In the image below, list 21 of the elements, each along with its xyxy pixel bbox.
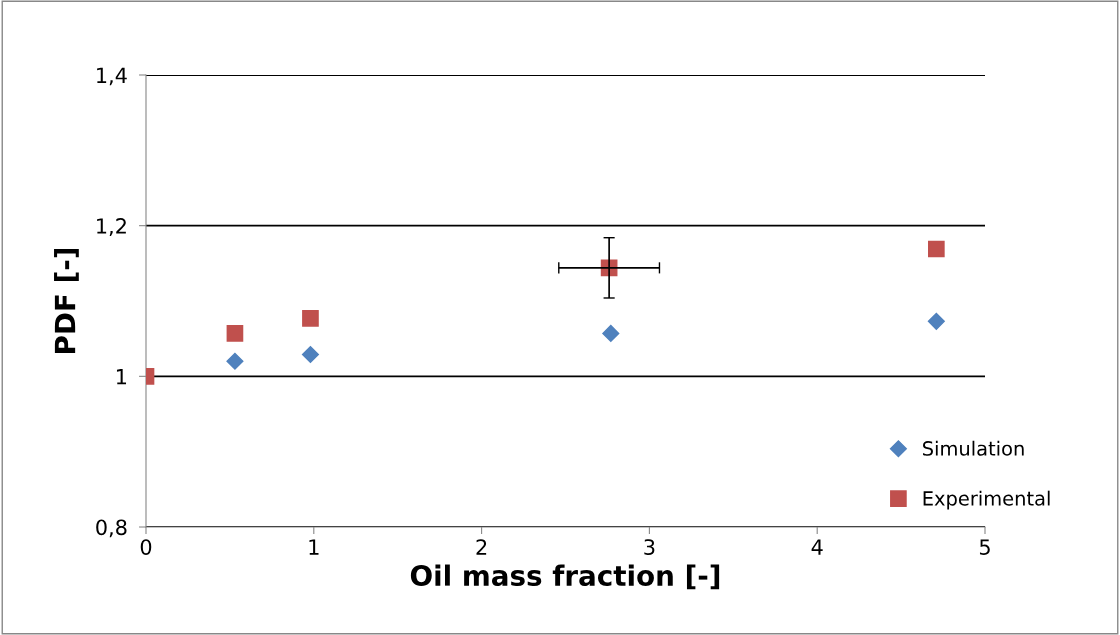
x-axis-title: Oil mass fraction [-]	[410, 564, 720, 590]
y-tick-label: 0,8	[96, 519, 127, 538]
legend-label: Experimental	[923, 490, 1050, 510]
x-tick-label: 5	[979, 539, 990, 555]
point	[927, 312, 945, 330]
point	[302, 309, 319, 327]
x-tick-label: 4	[811, 539, 823, 555]
y-tick-label: 1,4	[97, 67, 127, 86]
x-tick-label: 2	[476, 539, 487, 555]
y-tick-label: 1,2	[97, 218, 126, 236]
point	[226, 325, 244, 342]
y-tick-label: 1	[116, 369, 127, 385]
x-tick-label: 3	[644, 539, 655, 555]
point	[602, 324, 620, 342]
point	[226, 352, 244, 370]
point	[928, 240, 945, 258]
legend-label: Simulation	[923, 440, 1024, 456]
point	[301, 345, 319, 364]
x-tick-label: 1	[309, 539, 319, 555]
y-axis-title: PDF [-]	[54, 248, 79, 353]
x-tick-label: 0	[140, 539, 152, 555]
